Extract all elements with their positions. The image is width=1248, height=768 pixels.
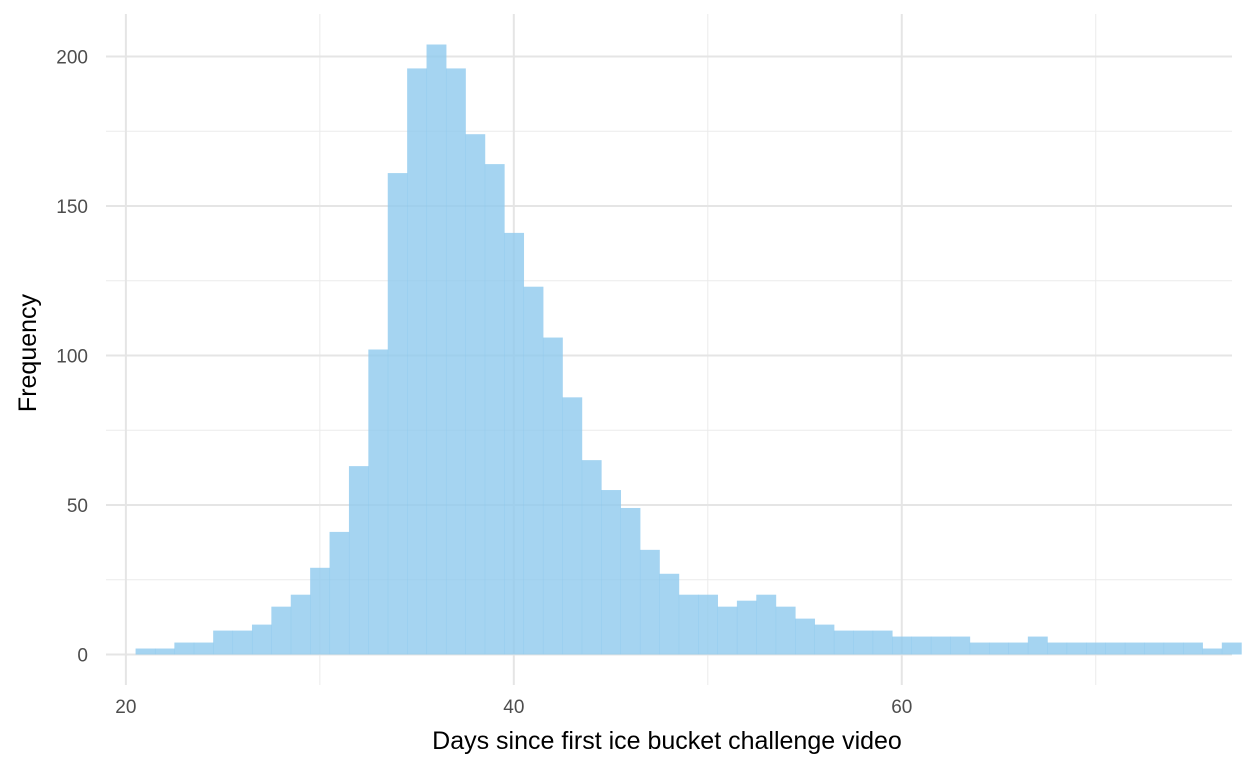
- histogram-bar: [290, 594, 311, 655]
- y-tick-label: 100: [56, 346, 88, 367]
- histogram-bar: [1124, 642, 1145, 655]
- histogram-bar: [775, 606, 796, 655]
- histogram-bar: [698, 594, 718, 655]
- histogram-bar: [135, 648, 156, 655]
- x-axis-ticks: 20 40 60: [115, 697, 912, 718]
- histogram-bar: [659, 573, 680, 655]
- y-tick-label: 200: [56, 47, 88, 68]
- histogram-bar: [329, 531, 350, 655]
- histogram-bar: [445, 68, 466, 655]
- histogram-bar: [1008, 642, 1029, 655]
- histogram-bar: [1066, 642, 1087, 655]
- histogram-bar: [232, 630, 253, 655]
- y-axis-ticks: 0 50 100 150 200: [56, 47, 88, 666]
- histogram-bar: [310, 567, 331, 655]
- y-tick-label: 150: [56, 197, 88, 218]
- histogram-bar: [1183, 642, 1203, 655]
- histogram-bar: [639, 549, 660, 655]
- histogram-bar: [930, 636, 951, 655]
- histogram-bar: [620, 507, 641, 655]
- histogram-bar: [581, 460, 602, 655]
- histogram-bar: [193, 642, 214, 655]
- histogram-bar: [465, 134, 486, 655]
- histogram-bar: [833, 630, 854, 655]
- histogram-bar: [562, 397, 583, 655]
- x-tick-label: 20: [115, 697, 136, 718]
- histogram-bar: [1047, 642, 1068, 655]
- histogram-bar: [950, 636, 971, 655]
- y-axis-title: Frequency: [14, 293, 42, 412]
- histogram-bar: [892, 636, 912, 655]
- histogram-bar: [756, 594, 777, 655]
- histogram-bar: [484, 164, 505, 655]
- histogram-bar: [1202, 648, 1223, 655]
- histogram-bar: [368, 349, 389, 655]
- histogram-bar: [504, 232, 525, 655]
- histogram-bar: [736, 600, 757, 655]
- histogram-bar: [387, 173, 408, 655]
- histogram-bar: [1105, 642, 1126, 655]
- histogram-bar: [426, 44, 447, 655]
- histogram-bar: [853, 630, 874, 655]
- histogram-bar: [601, 490, 622, 655]
- y-tick-label: 50: [67, 496, 88, 517]
- histogram-bars: [135, 44, 1242, 655]
- histogram-bar: [717, 606, 738, 655]
- histogram-bar: [989, 642, 1009, 655]
- y-tick-label: 0: [77, 646, 88, 667]
- histogram-bar: [271, 606, 292, 655]
- histogram-bar: [1221, 642, 1242, 655]
- histogram-bar: [1144, 642, 1165, 655]
- x-tick-label: 40: [503, 697, 524, 718]
- histogram-bar: [251, 624, 272, 655]
- histogram-bar: [872, 630, 893, 655]
- histogram-bar: [174, 642, 195, 655]
- histogram-bar: [542, 337, 563, 655]
- histogram-bar: [523, 286, 544, 655]
- histogram-bar: [795, 618, 815, 655]
- histogram-bar: [969, 642, 990, 655]
- histogram-bar: [678, 594, 699, 655]
- histogram-bar: [1086, 642, 1106, 655]
- histogram-bar: [814, 624, 835, 655]
- histogram-bar: [154, 648, 175, 655]
- histogram-bar: [911, 636, 932, 655]
- histogram-bar: [213, 630, 234, 655]
- histogram-bar: [1027, 636, 1048, 655]
- histogram-bar: [348, 466, 369, 655]
- x-axis-title: Days since first ice bucket challenge vi…: [432, 727, 902, 755]
- x-tick-label: 60: [891, 697, 912, 718]
- histogram-bar: [407, 68, 428, 655]
- histogram-bar: [1163, 642, 1184, 655]
